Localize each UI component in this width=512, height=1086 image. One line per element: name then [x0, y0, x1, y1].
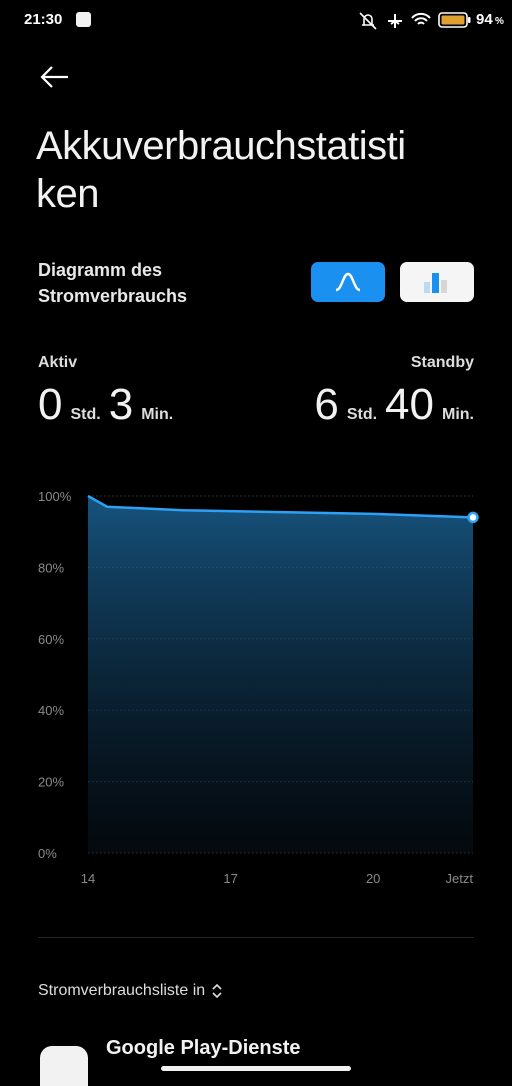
hours-unit: Std.: [70, 406, 101, 423]
y-tick-label: 0%: [38, 846, 57, 861]
y-tick-label: 100%: [38, 489, 72, 504]
battery-icon: [438, 12, 471, 28]
chart: 0% 20% 40% 60% 80% 100% 14 17 20 Jetzt: [38, 489, 479, 886]
status-time: 21:30: [24, 11, 63, 28]
divider: [38, 937, 474, 938]
battery-unit: %: [495, 16, 504, 27]
line: [87, 494, 474, 519]
y-tick-label: 60%: [38, 632, 64, 647]
sort-label: Stromverbrauchsliste in: [38, 982, 206, 999]
minutes: 3: [108, 380, 134, 429]
y-tick-label: 20%: [38, 775, 64, 790]
back-button[interactable]: [38, 62, 72, 92]
x-tick-label: 17: [223, 871, 237, 886]
notification-icon: [76, 12, 91, 27]
app-icon: [40, 1046, 88, 1086]
section-title: Diagramm des: [38, 260, 163, 280]
standby-time: 6 Std. 40 Min.: [314, 380, 474, 430]
x-tick-label: 14: [81, 871, 95, 886]
page-title: Akkuverbrauchstatisti: [36, 124, 406, 168]
section-title: Stromverbrauchs: [38, 286, 188, 306]
home-indicator[interactable]: [161, 1066, 351, 1071]
x-tick-label: Jetzt: [446, 871, 474, 886]
standby-label: Standby: [410, 354, 474, 371]
hours: 0: [38, 380, 63, 429]
chart-toggle: [311, 262, 474, 302]
hours-unit: Std.: [346, 406, 378, 423]
y-tick-label: 40%: [38, 703, 64, 718]
minutes-unit: Min.: [442, 406, 474, 423]
active-time: 0 Std. 3 Min.: [38, 380, 173, 430]
hours: 6: [314, 380, 339, 429]
y-tick-label: 80%: [38, 560, 64, 575]
active-label: Aktiv: [38, 354, 78, 371]
sort-icon: [212, 983, 222, 999]
app-name[interactable]: Google Play-Dienste: [106, 1037, 301, 1059]
x-tick-label: 20: [366, 871, 380, 886]
line-view-button[interactable]: [311, 262, 385, 302]
minutes-unit: Min.: [141, 406, 174, 423]
current-point: [467, 511, 479, 524]
sort-selector[interactable]: Stromverbrauchsliste in: [38, 982, 223, 1000]
battery-level: 94: [476, 11, 493, 28]
page-title: ken: [36, 172, 100, 216]
area: [88, 496, 473, 853]
status-icons: [359, 12, 431, 30]
minutes: 40: [385, 380, 434, 429]
